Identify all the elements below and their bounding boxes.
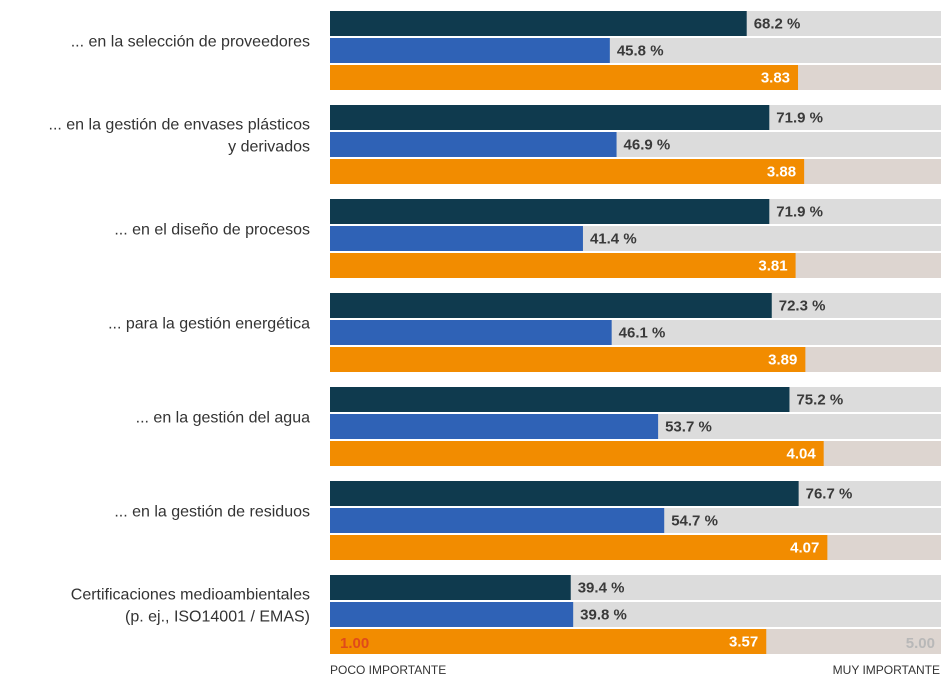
- bar: [330, 11, 747, 36]
- bar: [330, 387, 790, 412]
- value-label: 3.89: [768, 351, 797, 368]
- bar: [330, 159, 805, 184]
- bar: [330, 508, 665, 533]
- bar: [330, 535, 828, 560]
- scale-min-label: 1.00: [340, 635, 369, 652]
- value-label: 71.9 %: [776, 109, 823, 126]
- category-line: ... para la gestión energética: [108, 316, 310, 333]
- value-label: 3.88: [767, 163, 796, 180]
- value-label: 53.7 %: [665, 418, 712, 435]
- value-label: 3.81: [758, 257, 787, 274]
- bar: [330, 253, 796, 278]
- bar: [330, 65, 799, 90]
- scale-max-caption: MUY IMPORTANTE: [833, 663, 940, 677]
- scale-min-caption: POCO IMPORTANTE: [330, 663, 446, 677]
- value-label: 46.9 %: [624, 136, 671, 153]
- category-line: ... en la gestión del agua: [136, 410, 310, 427]
- bar: [330, 347, 806, 372]
- category-line: y derivados: [228, 139, 310, 156]
- value-label: 75.2 %: [796, 391, 843, 408]
- category-label: ... en la gestión de residuos: [114, 504, 310, 521]
- bar: [330, 293, 772, 318]
- category-label: ... en la gestión de envases plásticos y …: [49, 117, 311, 156]
- bar: [330, 575, 571, 600]
- category-label: ... en el diseño de procesos: [114, 222, 310, 239]
- bar: [330, 226, 583, 251]
- value-label: 71.9 %: [776, 203, 823, 220]
- category-line: (p. ej., ISO14001 / EMAS): [125, 609, 310, 626]
- value-label: 39.4 %: [578, 579, 625, 596]
- category-line: ... en la gestión de envases plásticos: [49, 117, 311, 134]
- value-label: 4.04: [786, 445, 816, 462]
- bar: [330, 629, 767, 654]
- category-line: ... en la gestión de residuos: [114, 504, 310, 521]
- value-label: 39.8 %: [580, 606, 627, 623]
- category-line: ... en el diseño de procesos: [114, 222, 310, 239]
- value-label: 41.4 %: [590, 230, 637, 247]
- value-label: 3.83: [761, 69, 790, 86]
- bar: [330, 602, 574, 627]
- value-label: 54.7 %: [671, 512, 718, 529]
- bar: [330, 105, 770, 130]
- value-label: 76.7 %: [806, 485, 853, 502]
- category-label: ... para la gestión energética: [108, 316, 310, 333]
- value-label: 3.57: [729, 633, 758, 650]
- category-label: ... en la gestión del agua: [136, 410, 310, 427]
- bar: [330, 441, 824, 466]
- value-label: 72.3 %: [779, 297, 826, 314]
- category-label: ... en la selección de proveedores: [71, 34, 310, 51]
- scale-max-label: 5.00: [906, 635, 935, 652]
- value-label: 68.2 %: [754, 15, 801, 32]
- bar: [330, 320, 612, 345]
- value-label: 4.07: [790, 539, 819, 556]
- category-line: Certificaciones medioambientales: [71, 587, 310, 604]
- bar: [330, 38, 610, 63]
- bar: [330, 414, 659, 439]
- value-label: 45.8 %: [617, 42, 664, 59]
- category-label: Certificaciones medioambientales (p. ej.,…: [71, 587, 310, 626]
- bar: [330, 132, 617, 157]
- bar: [330, 481, 799, 506]
- bar: [330, 199, 770, 224]
- value-label: 46.1 %: [619, 324, 666, 341]
- category-line: ... en la selección de proveedores: [71, 34, 310, 51]
